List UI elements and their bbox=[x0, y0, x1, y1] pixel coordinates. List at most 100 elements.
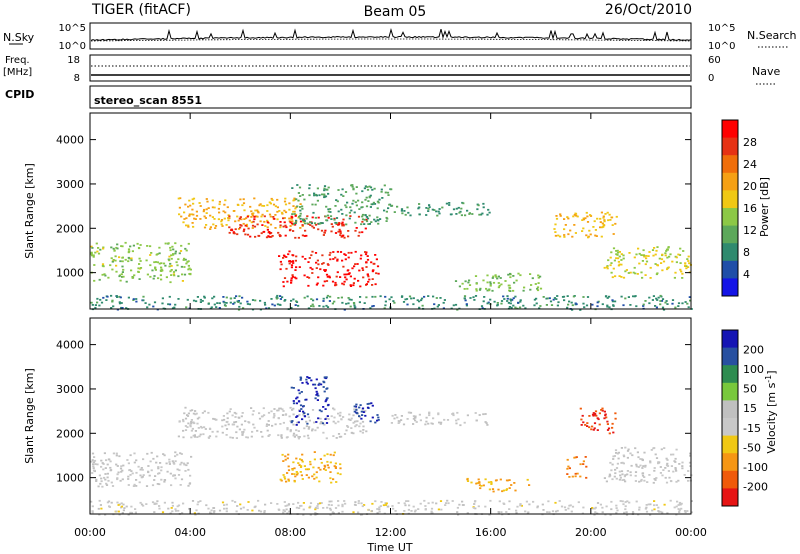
velocity-cell bbox=[431, 501, 434, 504]
power-cell bbox=[290, 222, 294, 225]
velocity-cell bbox=[316, 426, 319, 429]
power-cell bbox=[317, 216, 320, 219]
power-cell bbox=[271, 303, 274, 306]
power-cell bbox=[629, 304, 632, 306]
velocity-cell bbox=[189, 424, 192, 427]
velocity-cell bbox=[451, 413, 454, 415]
power-cell bbox=[363, 218, 366, 221]
power-cell bbox=[211, 216, 214, 218]
power-cell bbox=[330, 230, 333, 233]
velocity-cell bbox=[96, 463, 99, 466]
power-cell bbox=[290, 281, 293, 284]
power-cell bbox=[309, 224, 312, 226]
velocity-cell bbox=[603, 477, 606, 479]
power-cell bbox=[567, 217, 570, 220]
velocity-cell bbox=[654, 479, 657, 481]
velocity-cell bbox=[302, 513, 305, 516]
power-cell bbox=[327, 192, 330, 195]
power-cell bbox=[325, 304, 328, 307]
power-cell bbox=[157, 277, 160, 280]
velocity-cell bbox=[168, 463, 171, 465]
velocity-cell bbox=[495, 479, 498, 482]
power-cell bbox=[373, 187, 376, 190]
velocity-cell bbox=[115, 452, 118, 455]
velocity-cell bbox=[251, 509, 254, 512]
velocity-cell bbox=[474, 412, 477, 414]
velocity-colorbar-tick: -15 bbox=[743, 422, 761, 435]
velocity-cell bbox=[199, 500, 202, 502]
velocity-cell bbox=[292, 413, 295, 416]
velocity-cell bbox=[614, 412, 617, 415]
velocity-cell bbox=[315, 394, 318, 396]
velocity-cell bbox=[594, 413, 597, 416]
velocity-cell bbox=[683, 510, 687, 512]
velocity-cell bbox=[115, 454, 118, 457]
power-cell bbox=[119, 260, 122, 263]
power-cell bbox=[291, 220, 294, 223]
power-cell bbox=[572, 295, 575, 298]
power-cell bbox=[596, 217, 599, 220]
velocity-cell bbox=[300, 391, 303, 393]
velocity-cell bbox=[620, 447, 623, 449]
power-cell bbox=[174, 252, 177, 255]
power-cell bbox=[368, 223, 371, 225]
velocity-cell bbox=[605, 416, 608, 419]
velocity-cell bbox=[160, 466, 163, 469]
power-cell bbox=[346, 269, 349, 272]
power-cell bbox=[589, 214, 592, 216]
power-cell bbox=[671, 299, 675, 301]
velocity-cell bbox=[681, 467, 684, 470]
power-cell bbox=[301, 205, 304, 208]
velocity-cell bbox=[121, 512, 124, 514]
power-cell bbox=[609, 256, 612, 259]
power-cell bbox=[482, 206, 485, 209]
power-cell bbox=[90, 253, 93, 255]
power-cell bbox=[209, 228, 212, 230]
velocity-cell bbox=[407, 508, 410, 511]
velocity-cell bbox=[176, 453, 179, 456]
velocity-cell bbox=[392, 507, 395, 510]
power-cell bbox=[177, 298, 180, 300]
velocity-cell bbox=[317, 394, 320, 397]
power-cell bbox=[293, 213, 296, 215]
power-cell bbox=[433, 209, 436, 211]
velocity-cell bbox=[637, 466, 640, 468]
power-cell bbox=[110, 257, 113, 260]
power-cell bbox=[276, 303, 279, 306]
velocity-cell bbox=[647, 503, 650, 506]
velocity-cell bbox=[221, 501, 225, 504]
velocity-cell bbox=[573, 456, 576, 459]
power-cell bbox=[349, 285, 353, 287]
velocity-cell bbox=[297, 437, 300, 440]
power-cell bbox=[660, 300, 664, 302]
power-cell bbox=[652, 295, 655, 297]
power-cell bbox=[170, 265, 173, 267]
power-cell bbox=[332, 258, 335, 260]
velocity-cell bbox=[293, 467, 296, 470]
velocity-cell bbox=[320, 410, 323, 413]
power-cell bbox=[274, 227, 277, 229]
power-cell bbox=[506, 300, 509, 302]
power-cell bbox=[132, 299, 135, 301]
power-cell bbox=[586, 215, 589, 218]
power-cell bbox=[358, 301, 361, 304]
velocity-cell bbox=[508, 500, 511, 503]
power-cell bbox=[233, 301, 236, 304]
velocity-cell bbox=[226, 417, 229, 420]
velocity-cell bbox=[594, 412, 597, 415]
velocity-cell bbox=[417, 508, 420, 510]
velocity-cell bbox=[376, 508, 379, 510]
velocity-cell bbox=[485, 422, 488, 424]
velocity-cell bbox=[280, 479, 283, 482]
power-cell bbox=[237, 228, 241, 230]
power-cell bbox=[317, 263, 320, 266]
velocity-cell bbox=[403, 510, 406, 512]
power-cell bbox=[685, 267, 688, 270]
velocity-cell bbox=[617, 451, 620, 454]
velocity-cell bbox=[308, 426, 311, 428]
velocity-cell bbox=[295, 416, 298, 418]
velocity-cell bbox=[596, 512, 599, 515]
power-cell bbox=[677, 305, 680, 307]
power-cell bbox=[353, 277, 356, 280]
velocity-cell bbox=[357, 511, 360, 514]
